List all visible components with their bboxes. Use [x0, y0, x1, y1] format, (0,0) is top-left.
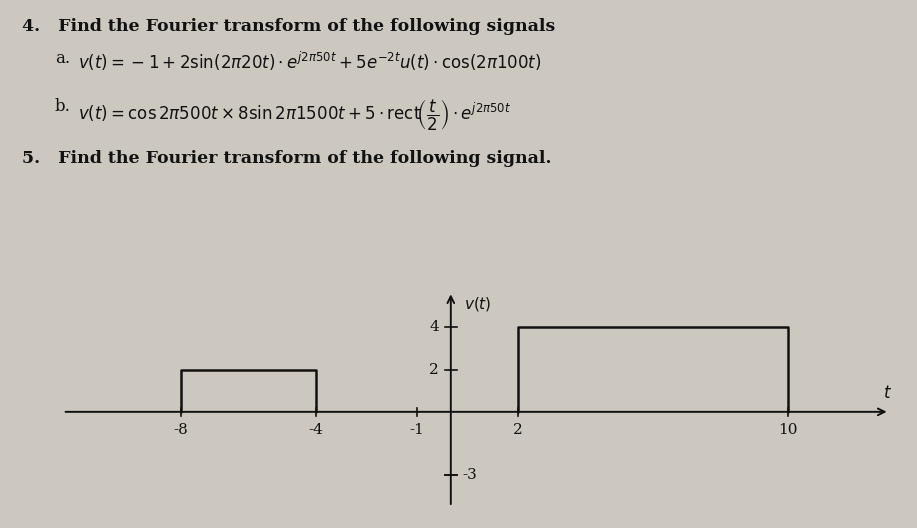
Text: -1: -1	[410, 423, 425, 438]
Text: 2: 2	[429, 363, 439, 376]
Text: $v(t) = \cos 2\pi 500t \times 8\sin 2\pi 1500t + 5 \cdot \mathrm{rect}\!\left(\d: $v(t) = \cos 2\pi 500t \times 8\sin 2\pi…	[78, 98, 511, 133]
Text: b.: b.	[55, 98, 71, 115]
Text: $t$: $t$	[883, 385, 891, 402]
Text: -8: -8	[173, 423, 188, 438]
Text: -4: -4	[308, 423, 324, 438]
Text: 5.   Find the Fourier transform of the following signal.: 5. Find the Fourier transform of the fol…	[22, 150, 551, 167]
Text: $v(t) = -1 + 2\sin(2\pi 20t) \cdot e^{j2\pi 50t} + 5e^{-2t}u(t) \cdot \cos(2\pi : $v(t) = -1 + 2\sin(2\pi 20t) \cdot e^{j2…	[78, 50, 542, 73]
Text: $v(t)$: $v(t)$	[464, 295, 492, 313]
Text: 2: 2	[514, 423, 524, 438]
Text: 4: 4	[429, 320, 439, 334]
Text: a.: a.	[55, 50, 70, 67]
Text: -3: -3	[462, 468, 478, 482]
Text: 10: 10	[779, 423, 798, 438]
Text: 4.   Find the Fourier transform of the following signals: 4. Find the Fourier transform of the fol…	[22, 18, 556, 35]
